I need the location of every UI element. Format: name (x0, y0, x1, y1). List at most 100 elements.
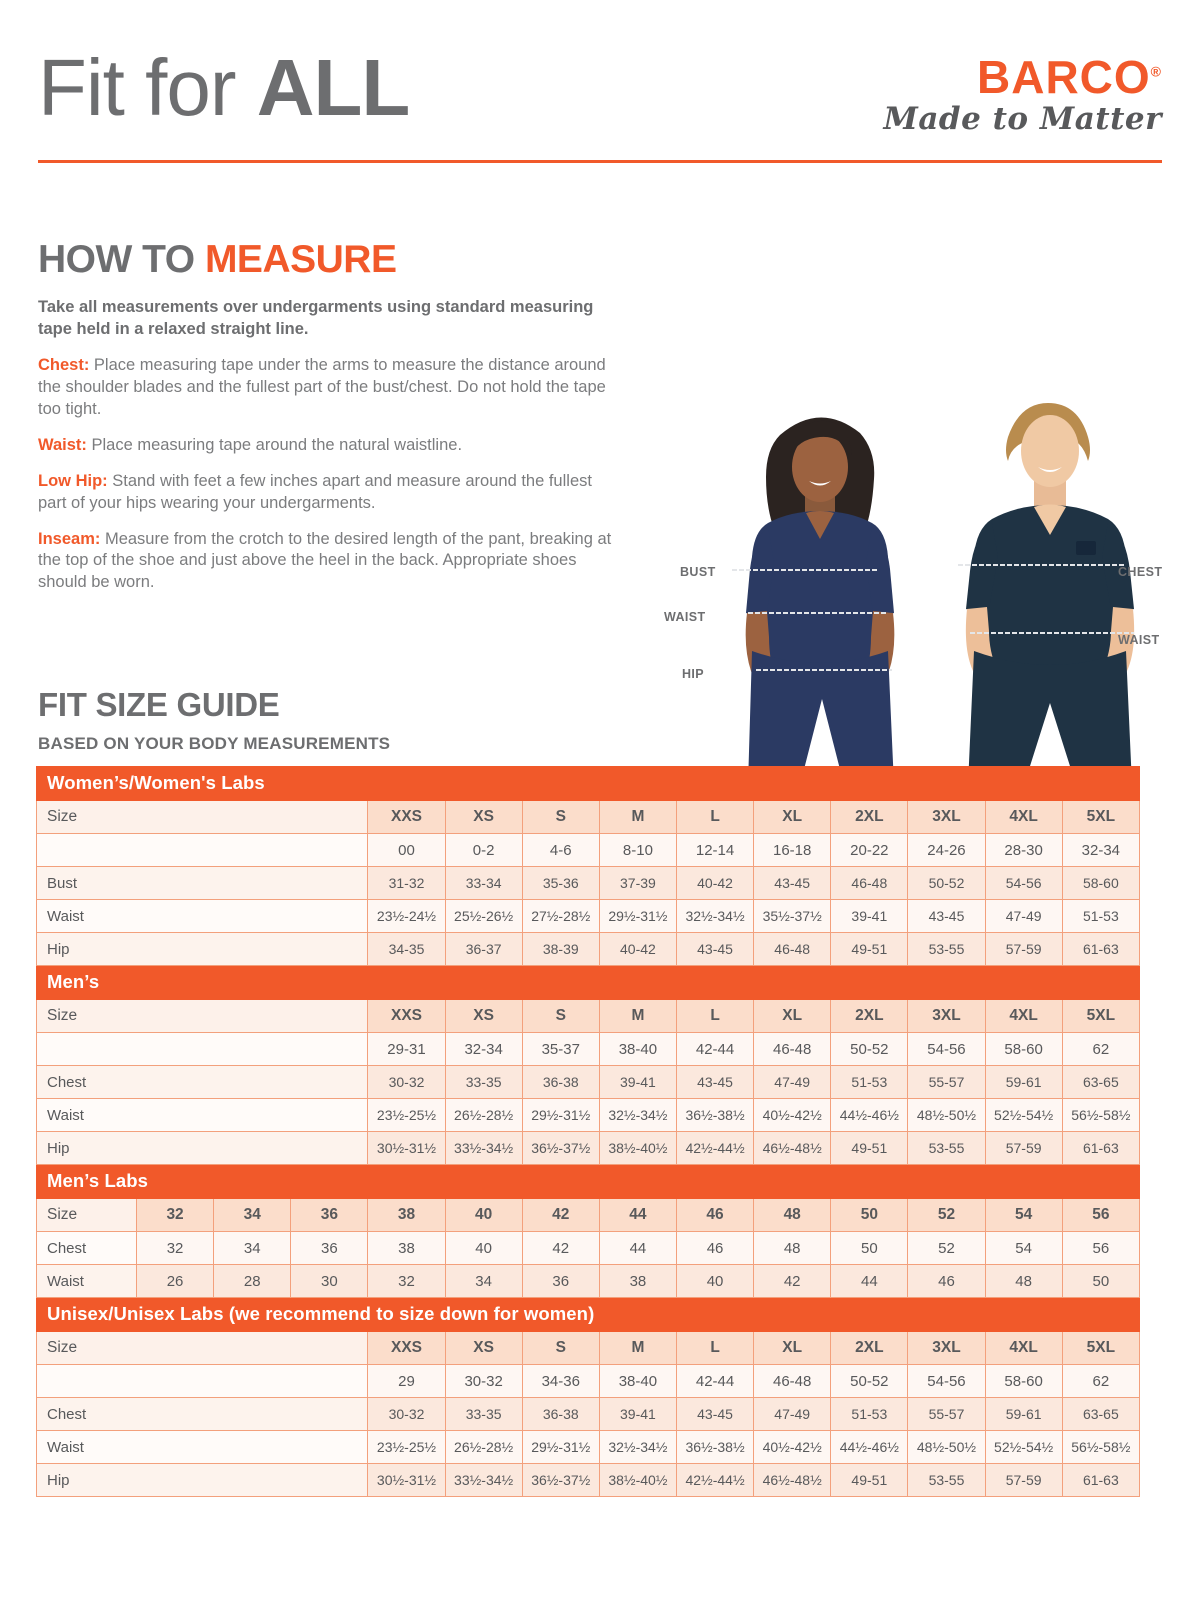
size-tables-container: Women’s/Women's Labs Size XXS XS S M L XL 2XL 3XL… (35, 766, 1141, 1497)
table-row-label (35, 1032, 369, 1066)
table-cell: 49-51 (830, 1131, 909, 1165)
table-cell: 28 (213, 1264, 292, 1298)
table-column-header: L (675, 800, 755, 834)
table-cell: 38 (367, 1231, 446, 1265)
page-title-bold: ALL (256, 43, 411, 132)
table-column-header: S (521, 800, 600, 834)
table-cell: 36 (521, 1264, 600, 1298)
table-cell: 57-59 (984, 1131, 1063, 1165)
measure-item-low-hip-label: Low Hip: (38, 471, 108, 490)
table-column-header: 42 (521, 1198, 600, 1232)
table-cell: 30-32 (444, 1364, 523, 1398)
size-guide-table: Women’s/Women's Labs Size XXS XS S M L XL 2XL 3XL… (35, 766, 1141, 1497)
table-column-header: XXS (367, 1331, 446, 1365)
table-cell: 53-55 (907, 1131, 986, 1165)
table-cell: 43-45 (675, 932, 755, 966)
heading-plain: HOW TO (38, 238, 205, 281)
models-illustration: BUST WAIST HIP CHEST WAIST (650, 385, 1180, 785)
table-cell: 53-55 (907, 1463, 986, 1497)
table-cell: 40½-42½ (753, 1430, 832, 1464)
table-cell: 58-60 (984, 1032, 1063, 1066)
table-cell: 32 (367, 1264, 446, 1298)
table-column-header: 4XL (984, 800, 1063, 834)
table-cell: 32½-34½ (598, 1098, 677, 1132)
table-column-header: 5XL (1061, 999, 1141, 1033)
table-cell: 47-49 (753, 1065, 832, 1099)
table-column-header: 54 (984, 1198, 1063, 1232)
table-band-row: Women’s/Women's Labs (36, 766, 1140, 801)
table-cell: 46½-48½ (753, 1463, 832, 1497)
table-cell: 46-48 (753, 1032, 832, 1066)
table-column-header: XS (444, 800, 523, 834)
table-cell: 63-65 (1061, 1065, 1141, 1099)
table-row: Waist 23½-25½ 26½-28½ 29½-31½ 32½-34½ 36½-38½… (35, 1430, 1141, 1464)
table-row: Chest 30-32 33-35 36-38 39-41 43-45 47-49 51-53… (35, 1397, 1141, 1431)
table-cell: 59-61 (984, 1397, 1063, 1431)
table-cell: 47-49 (984, 899, 1063, 933)
brand-logo: BARCO® Made to Matter (862, 54, 1162, 136)
brand-name-text: BARCO (977, 51, 1151, 103)
table-cell: 34 (213, 1231, 292, 1265)
table-cell: 62 (1061, 1032, 1141, 1066)
table-cell: 58-60 (1061, 866, 1141, 900)
table-row-label: Waist (35, 1098, 369, 1132)
table-cell: 54-56 (907, 1364, 986, 1398)
table-column-header: M (598, 800, 677, 834)
table-band-row: Men’s Labs (36, 1164, 1140, 1199)
table-cell: 29½-31½ (521, 1430, 600, 1464)
table-cell: 26½-28½ (444, 1098, 523, 1132)
table-column-header: M (598, 999, 677, 1033)
table-band-label: Unisex/Unisex Labs (we recommend to size… (36, 1297, 1140, 1332)
label-chest: CHEST (1118, 565, 1163, 579)
table-cell: 38-40 (598, 1032, 677, 1066)
table-cell: 39-41 (598, 1065, 677, 1099)
table-cell: 44½-46½ (830, 1098, 909, 1132)
table-cell: 50 (1061, 1264, 1141, 1298)
table-cell: 52½-54½ (984, 1430, 1063, 1464)
table-band-label: Men’s (36, 965, 1140, 1000)
brand-tagline: Made to Matter (883, 101, 1162, 137)
table-cell: 42 (753, 1264, 832, 1298)
table-cell: 52 (907, 1231, 986, 1265)
table-cell: 29-31 (367, 1032, 446, 1066)
table-header-row: Size 32 34 36 38 40 42 44 46 48 50 52 54 56 (36, 1198, 1141, 1232)
header-divider (38, 160, 1162, 163)
measure-item-waist-label: Waist: (38, 435, 87, 454)
table-cell: 23½-24½ (367, 899, 446, 933)
table-cell: 36 (290, 1231, 369, 1265)
label-waist-women: WAIST (664, 610, 706, 624)
table-cell: 42½-44½ (675, 1463, 755, 1497)
table-cell: 43-45 (907, 899, 986, 933)
table-row: Bust 31-32 33-34 35-36 37-39 40-42 43-45 46-48 5… (35, 866, 1141, 900)
table-column-header: XS (444, 1331, 523, 1365)
table-cell: 44 (830, 1264, 909, 1298)
table-column-header: S (521, 999, 600, 1033)
table-cell: 29 (367, 1364, 446, 1398)
table-cell: 23½-25½ (367, 1098, 446, 1132)
table-cell: 00 (367, 833, 446, 867)
table-column-header: XL (753, 1331, 832, 1365)
how-to-measure-section: HOW TO MEASURE Take all measurements ove… (38, 240, 618, 594)
table-column-header: 4XL (984, 1331, 1063, 1365)
table-cell: 33-34 (444, 866, 523, 900)
table-cell: 54-56 (984, 866, 1063, 900)
table-row: 29 30-32 34-36 38-40 42-44 46-48 50-52 54-56 58-… (35, 1364, 1141, 1398)
table-cell: 26 (135, 1264, 215, 1298)
table-cell: 33-35 (444, 1065, 523, 1099)
table-cell: 44½-46½ (830, 1430, 909, 1464)
measure-item-inseam-text: Measure from the crotch to the desired l… (38, 529, 612, 592)
table-row: Chest 30-32 33-35 36-38 39-41 43-45 47-49 51-53… (35, 1065, 1141, 1099)
table-row: 00 0-2 4-6 8-10 12-14 16-18 20-22 24-26 28-30 32-… (35, 833, 1141, 867)
table-cell: 30-32 (367, 1397, 446, 1431)
table-row-label: Chest (36, 1231, 137, 1265)
label-hip: HIP (682, 667, 705, 681)
table-cell: 57-59 (984, 932, 1063, 966)
table-cell: 36½-37½ (521, 1463, 600, 1497)
table-cell: 36½-37½ (521, 1131, 600, 1165)
table-row-label: Bust (35, 866, 369, 900)
table-cell: 40 (675, 1264, 755, 1298)
label-waist-men: WAIST (1118, 633, 1160, 647)
table-size-label: Size (35, 800, 369, 834)
table-cell: 63-65 (1061, 1397, 1141, 1431)
table-cell: 40½-42½ (753, 1098, 832, 1132)
